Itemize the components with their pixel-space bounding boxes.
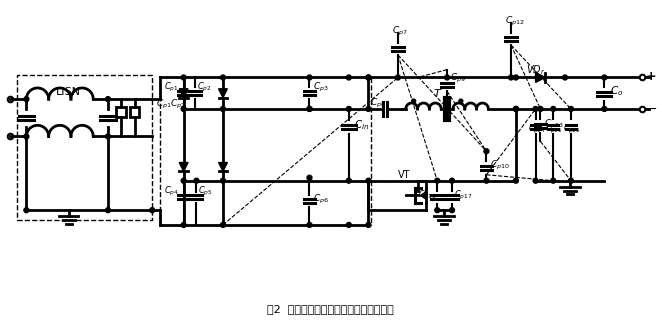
Circle shape <box>412 99 416 103</box>
Circle shape <box>366 75 371 80</box>
Circle shape <box>563 75 567 80</box>
Text: $C_{p13}$: $C_{p13}$ <box>544 118 564 131</box>
Text: VT: VT <box>398 170 410 180</box>
Circle shape <box>307 107 312 111</box>
Circle shape <box>307 175 312 180</box>
Circle shape <box>602 75 607 80</box>
Text: $C_{p5}$: $C_{p5}$ <box>199 185 213 198</box>
Text: $C_{p2}$: $C_{p2}$ <box>197 81 212 94</box>
Circle shape <box>307 222 312 227</box>
Polygon shape <box>536 73 545 82</box>
Text: $C_{p1}$: $C_{p1}$ <box>156 98 172 111</box>
Circle shape <box>449 208 454 213</box>
Text: $C_{p8}$: $C_{p8}$ <box>371 96 386 110</box>
Circle shape <box>569 178 573 183</box>
Circle shape <box>24 96 29 102</box>
Circle shape <box>346 222 352 227</box>
Circle shape <box>569 107 573 111</box>
Circle shape <box>105 96 111 102</box>
Text: $-$: $-$ <box>645 102 657 115</box>
Polygon shape <box>179 162 188 171</box>
Text: $C_{p11}$: $C_{p11}$ <box>418 189 436 202</box>
Circle shape <box>508 75 514 80</box>
Circle shape <box>181 75 186 80</box>
Circle shape <box>24 134 29 139</box>
Polygon shape <box>420 191 426 200</box>
Text: $C_{p7}$: $C_{p7}$ <box>392 25 408 38</box>
Circle shape <box>449 178 454 183</box>
Circle shape <box>602 107 607 111</box>
Text: $T$: $T$ <box>434 87 443 99</box>
Text: $C_{p14}$: $C_{p14}$ <box>528 123 545 136</box>
Circle shape <box>538 107 543 111</box>
Polygon shape <box>179 89 188 97</box>
Text: $VD_r$: $VD_r$ <box>526 64 545 77</box>
Text: $C_{p1}$: $C_{p1}$ <box>164 81 179 94</box>
Text: $C_{p6}$: $C_{p6}$ <box>313 193 330 206</box>
Circle shape <box>366 178 371 183</box>
Circle shape <box>395 75 401 80</box>
Text: $C_{p4}$: $C_{p4}$ <box>164 185 179 198</box>
Text: $C_{p16}$: $C_{p16}$ <box>563 123 581 136</box>
Text: $C_{p3}$: $C_{p3}$ <box>313 81 329 94</box>
Circle shape <box>514 75 518 80</box>
Circle shape <box>307 107 312 111</box>
Circle shape <box>366 222 371 227</box>
Polygon shape <box>218 89 227 97</box>
Circle shape <box>307 75 312 80</box>
Text: $C_{in}$: $C_{in}$ <box>354 119 369 132</box>
Circle shape <box>514 107 518 111</box>
Bar <box>130 107 140 117</box>
Circle shape <box>366 75 371 80</box>
Circle shape <box>514 178 518 183</box>
Circle shape <box>346 75 352 80</box>
Circle shape <box>435 178 440 183</box>
Circle shape <box>194 178 199 183</box>
Circle shape <box>551 178 555 183</box>
Text: +: + <box>645 70 656 83</box>
Circle shape <box>220 222 226 227</box>
Circle shape <box>459 99 463 103</box>
Polygon shape <box>218 162 227 171</box>
Circle shape <box>484 178 489 183</box>
Circle shape <box>105 208 111 213</box>
Circle shape <box>514 107 518 111</box>
Text: $C_{p9}$: $C_{p9}$ <box>450 72 466 85</box>
Circle shape <box>551 107 555 111</box>
Circle shape <box>346 178 352 183</box>
Text: LISN: LISN <box>56 87 81 97</box>
Circle shape <box>220 75 226 80</box>
Circle shape <box>445 75 449 80</box>
Text: 图2  反激式开关电源寄生电容典型的分布: 图2 反激式开关电源寄生电容典型的分布 <box>267 304 393 315</box>
Text: $C_o$: $C_o$ <box>610 84 624 98</box>
Circle shape <box>366 107 371 111</box>
Bar <box>116 107 126 117</box>
Circle shape <box>105 134 111 139</box>
Circle shape <box>181 107 186 111</box>
Circle shape <box>533 107 538 111</box>
Circle shape <box>150 208 155 213</box>
Circle shape <box>533 178 538 183</box>
Circle shape <box>435 208 440 213</box>
Circle shape <box>346 107 352 111</box>
Text: $C_{p12}$: $C_{p12}$ <box>505 15 525 28</box>
Text: $C_{p2}$: $C_{p2}$ <box>170 98 185 111</box>
Text: $C_{p15}$: $C_{p15}$ <box>545 123 563 136</box>
Circle shape <box>181 178 186 183</box>
Text: $C_{p10}$: $C_{p10}$ <box>491 159 510 172</box>
Circle shape <box>484 149 489 154</box>
Circle shape <box>220 178 226 183</box>
Circle shape <box>220 107 226 111</box>
Text: $C_{p17}$: $C_{p17}$ <box>454 189 473 202</box>
Circle shape <box>24 208 29 213</box>
Circle shape <box>181 222 186 227</box>
